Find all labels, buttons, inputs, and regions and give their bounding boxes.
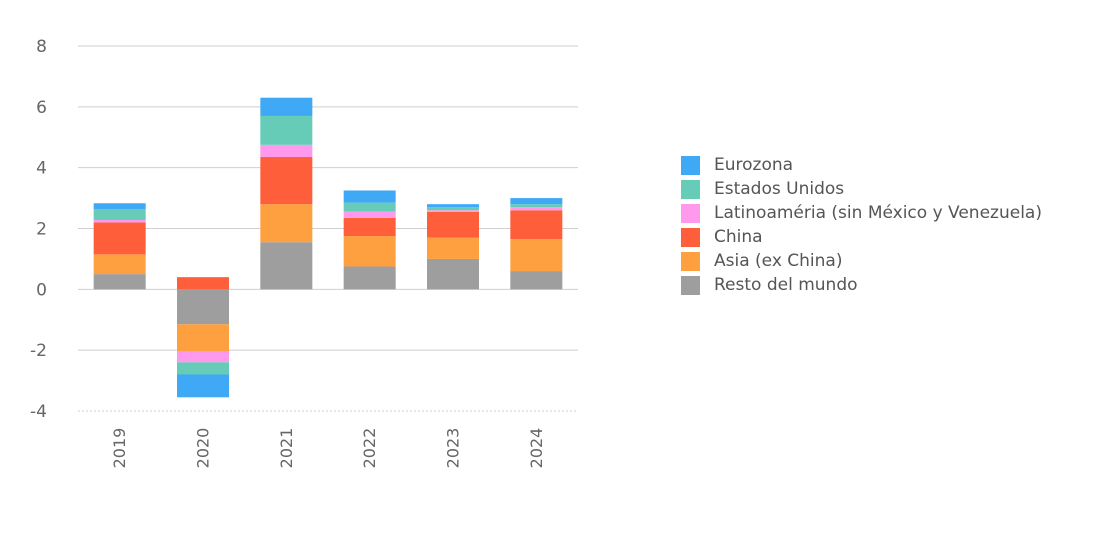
legend-item: Asia (ex China)	[681, 249, 1042, 273]
y-tick-label: -2	[30, 341, 47, 361]
y-tick-label: 2	[36, 220, 47, 240]
bar-segment	[177, 351, 229, 363]
bar-segment	[260, 115, 313, 145]
x-tick-label: 2021	[277, 428, 296, 469]
bar-segment	[93, 203, 146, 210]
bar-segment	[93, 274, 146, 290]
x-tick-label: 2023	[444, 428, 463, 469]
gridlines	[78, 45, 578, 412]
bar-segment	[93, 209, 146, 220]
bar-segment	[427, 204, 479, 208]
bar-segment	[510, 271, 563, 290]
legend-item: Estados Unidos	[681, 177, 1042, 201]
legend-swatch	[681, 251, 700, 271]
bar-segment	[343, 190, 396, 203]
bar-segment	[93, 222, 146, 255]
bar-segment	[510, 198, 563, 205]
bar-segment	[177, 289, 229, 325]
bar-segment	[427, 210, 479, 212]
legend-item: China	[681, 225, 1042, 249]
bar-segment	[260, 144, 313, 158]
legend-label: China	[714, 227, 763, 247]
bar-segment	[343, 236, 396, 267]
legend-swatch	[681, 155, 700, 175]
bar-segment	[93, 254, 146, 275]
bar-segment	[510, 239, 563, 272]
y-tick-label: 4	[36, 159, 47, 179]
bar-segment	[427, 258, 479, 290]
legend-swatch	[681, 203, 700, 223]
legend-item: Resto del mundo	[681, 273, 1042, 297]
bar-segment	[260, 242, 313, 290]
bar-segment	[510, 210, 563, 240]
y-tick-label: 0	[36, 280, 47, 300]
bar-segment	[260, 157, 313, 205]
bars	[93, 97, 563, 398]
legend-swatch	[681, 179, 700, 199]
legend-label: Latinoaméria (sin México y Venezuela)	[714, 203, 1042, 223]
bar-segment	[510, 207, 563, 211]
bar-segment	[260, 204, 313, 243]
y-tick-label: -4	[30, 402, 47, 422]
x-tick-label: 2024	[527, 428, 546, 469]
bar-segment	[177, 362, 229, 375]
bar-segment	[343, 202, 396, 212]
bar-segment	[260, 97, 313, 116]
legend-item: Latinoaméria (sin México y Venezuela)	[681, 201, 1042, 225]
legend-label: Estados Unidos	[714, 179, 845, 199]
y-tick-label: 8	[36, 37, 47, 57]
legend-item: Eurozona	[681, 153, 1042, 177]
legend: Eurozona Estados Unidos Latinoaméria (sin …	[681, 153, 1042, 297]
bar-segment	[343, 266, 396, 290]
legend-label: Eurozona	[714, 155, 794, 175]
bar-segment	[177, 324, 229, 352]
y-axis-ticks: -4 -2 0 2 4 6 8	[30, 37, 47, 422]
x-axis-ticks: 2019 2020 2021 2022 2023 2024	[110, 428, 546, 469]
y-tick-label: 6	[36, 98, 47, 118]
bar-segment	[93, 219, 146, 223]
bar-segment	[343, 211, 396, 218]
bar-segment	[510, 204, 563, 208]
legend-label: Resto del mundo	[714, 275, 858, 295]
bar-segment	[427, 237, 479, 259]
x-tick-label: 2022	[360, 428, 379, 469]
legend-label: Asia (ex China)	[714, 251, 843, 271]
x-tick-label: 2019	[110, 428, 129, 469]
bar-segment	[177, 277, 229, 290]
legend-swatch	[681, 227, 700, 247]
bar-segment	[427, 211, 479, 238]
legend-swatch	[681, 275, 700, 295]
bar-segment	[427, 207, 479, 211]
bar-segment	[177, 374, 229, 398]
x-tick-label: 2020	[194, 428, 213, 469]
bar-segment	[343, 217, 396, 237]
